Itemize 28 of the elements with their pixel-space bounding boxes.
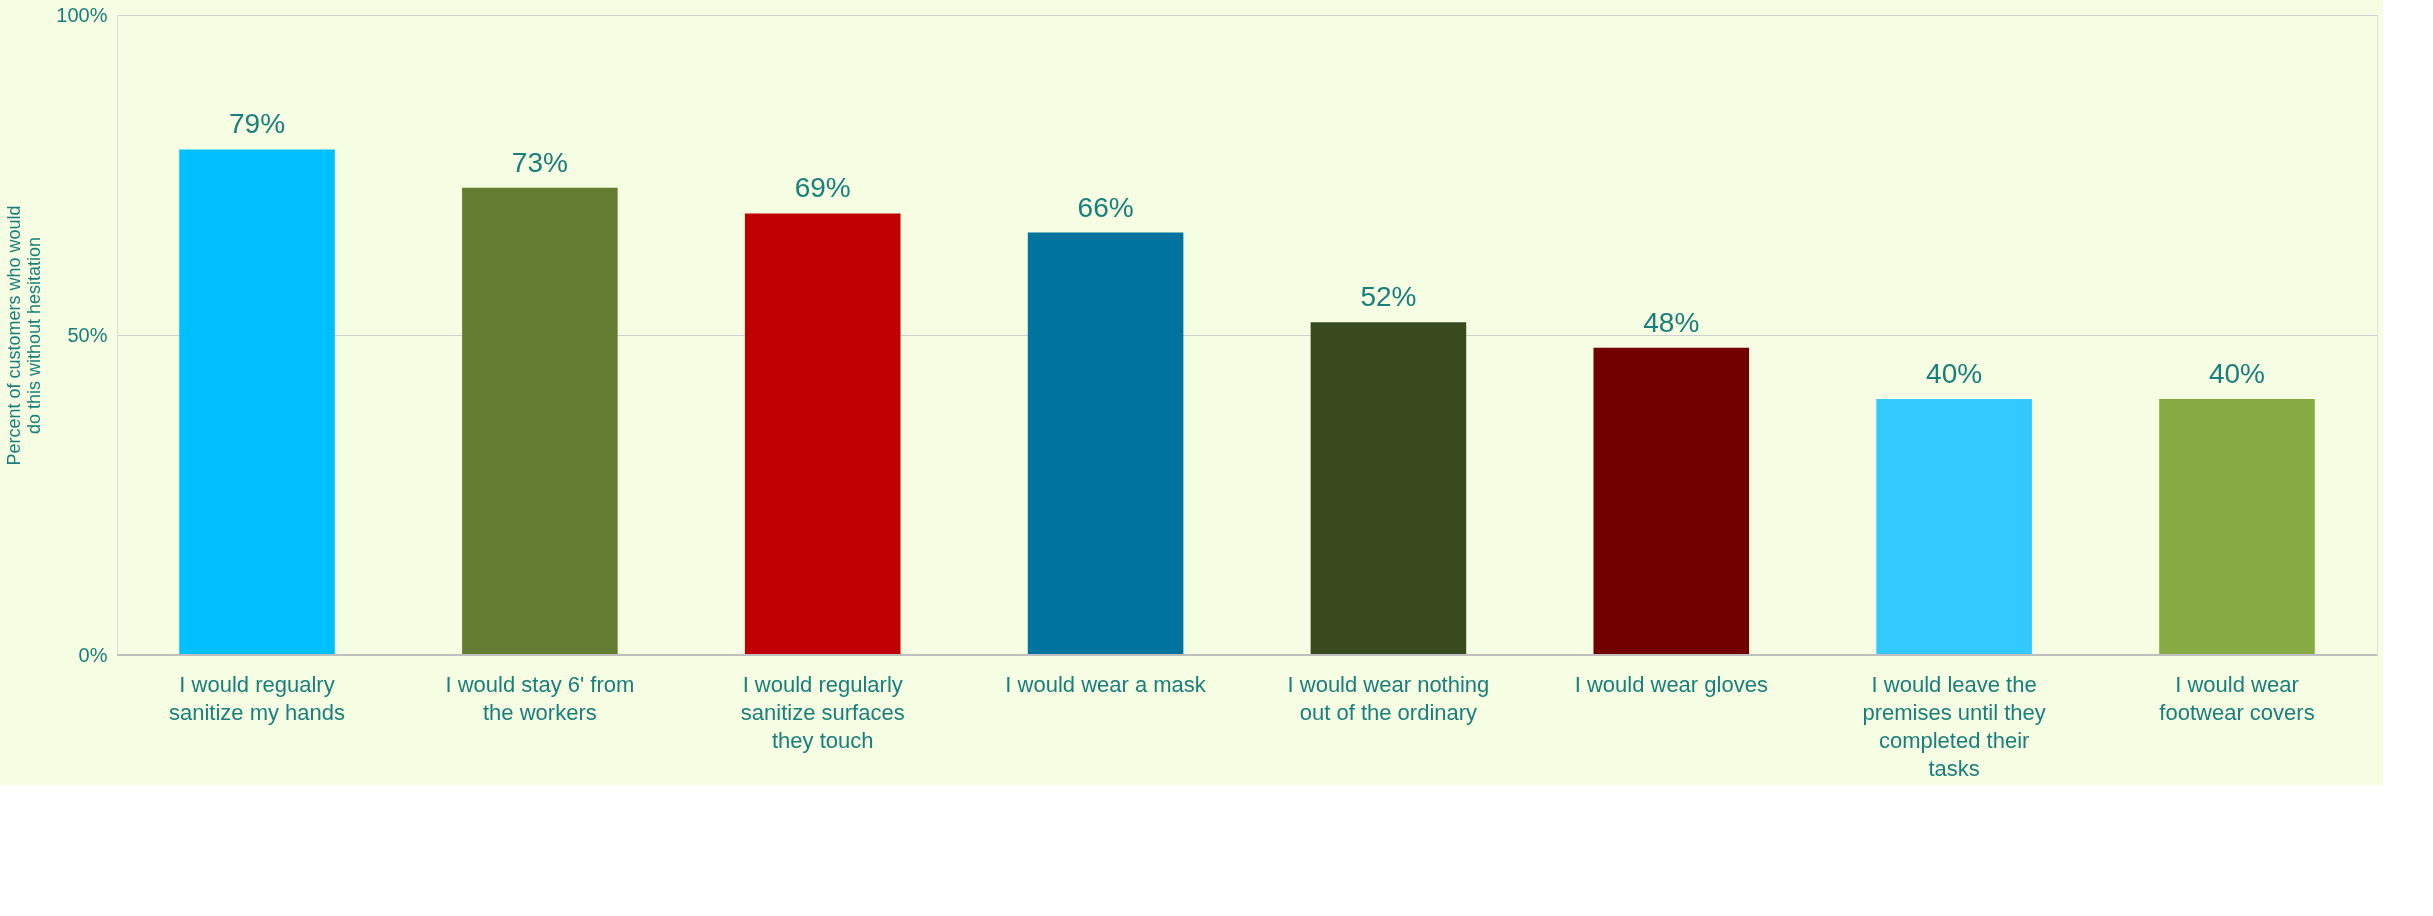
x-tick-label: I would regularly sanitize surfaces they touch [740,672,905,753]
y-tick-label: 100% [56,3,108,26]
bar [179,149,335,655]
bar [462,187,618,655]
bar [1876,399,2032,655]
data-label: 73% [511,146,568,178]
data-label: 52% [1360,281,1417,313]
x-tick-label: I would wear nothing out of the ordinary [1287,672,1490,725]
bar [1310,322,1467,655]
x-tick-label: I would stay 6' from the workers [445,672,635,725]
x-tick-label: I would wear footwear covers [2159,672,2315,725]
x-tick-label: I would wear gloves [1574,672,1768,697]
y-axis-title: Percent of customers who would do this without hesitation [4,205,45,466]
y-tick-label: 0% [78,643,108,666]
x-tick-label: I would regualry sanitize my hands [168,672,346,725]
data-label: 40% [2208,358,2266,389]
y-tick-label: 50% [67,323,108,346]
data-label: 79% [228,108,286,140]
data-label: 66% [1077,191,1134,223]
bar [2159,399,2315,655]
data-label: 48% [1643,306,1700,338]
data-label: 69% [794,172,851,204]
data-label: 40% [1926,358,1983,389]
bar [1593,347,1750,655]
bar [1027,232,1184,655]
x-tick-label: I would wear a mask [1005,672,1207,697]
bar [744,213,901,655]
x-tick-label: I would leave the premises until they completed their tasks [1862,672,2046,781]
